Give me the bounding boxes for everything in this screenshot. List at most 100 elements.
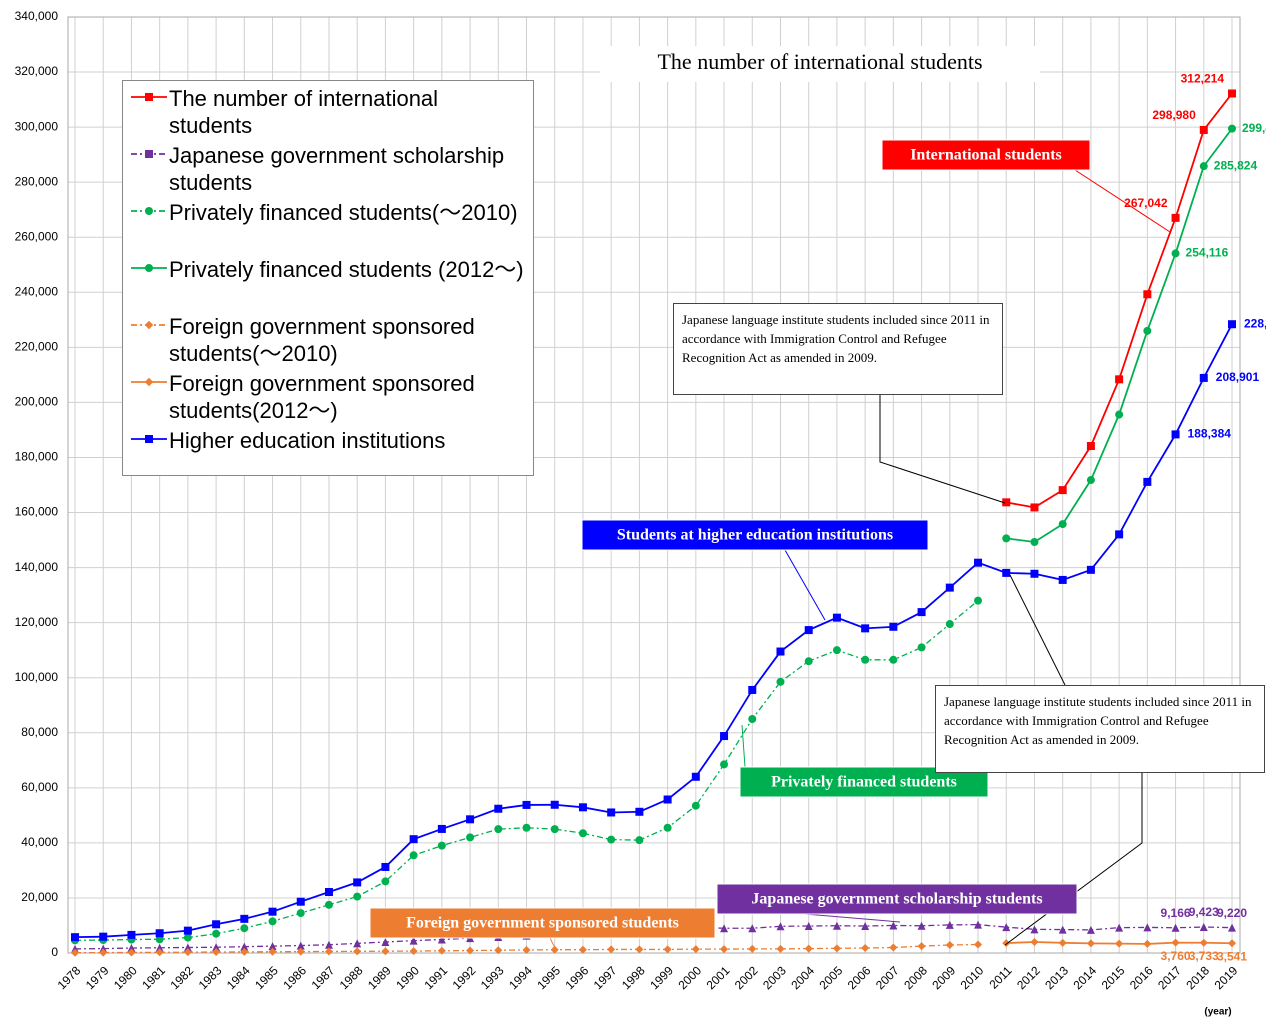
legend-swatch bbox=[131, 150, 167, 158]
x-tick-label: 1984 bbox=[224, 963, 253, 992]
y-tick-label: 240,000 bbox=[15, 284, 59, 298]
y-tick-label: 0 bbox=[51, 945, 58, 959]
legend-marker bbox=[145, 264, 153, 272]
x-tick-label: 1986 bbox=[280, 963, 309, 992]
marker bbox=[804, 657, 813, 666]
x-tick-label: 2011 bbox=[986, 963, 1014, 991]
legend-swatch bbox=[131, 93, 167, 101]
y-tick-label: 260,000 bbox=[15, 229, 59, 243]
x-tick-label: 2013 bbox=[1042, 963, 1071, 992]
marker bbox=[212, 929, 221, 938]
marker bbox=[832, 646, 841, 655]
marker bbox=[240, 914, 249, 923]
marker bbox=[437, 946, 446, 955]
x-tick-label: 1999 bbox=[647, 963, 676, 992]
legend-label: The number of international students bbox=[169, 86, 439, 138]
legend-item: Japanese government scholarship students bbox=[129, 142, 527, 199]
leader-line bbox=[1004, 773, 1143, 946]
marker bbox=[1199, 923, 1208, 932]
marker bbox=[381, 862, 390, 871]
marker bbox=[945, 583, 954, 592]
marker bbox=[1228, 939, 1236, 948]
marker bbox=[212, 920, 221, 929]
value-label: 285,824 bbox=[1214, 158, 1258, 172]
marker bbox=[437, 824, 446, 833]
marker bbox=[183, 943, 192, 952]
value-label: 3,733 bbox=[1189, 949, 1219, 963]
legend-marker bbox=[145, 150, 153, 158]
marker bbox=[663, 945, 672, 954]
marker bbox=[974, 558, 983, 567]
y-tick-label: 280,000 bbox=[15, 174, 59, 188]
value-label: 188,384 bbox=[1188, 427, 1232, 441]
marker bbox=[1030, 503, 1039, 512]
marker bbox=[578, 829, 587, 838]
marker bbox=[1058, 486, 1067, 495]
y-tick-label: 40,000 bbox=[21, 835, 58, 849]
note-text: Japanese language institute students inc… bbox=[935, 685, 1265, 773]
marker bbox=[917, 608, 926, 617]
y-tick-label: 180,000 bbox=[15, 450, 59, 464]
marker bbox=[917, 643, 926, 652]
marker bbox=[1171, 938, 1180, 947]
leader-line bbox=[804, 913, 901, 923]
annotation-box bbox=[581, 519, 929, 551]
value-label: 3,760 bbox=[1161, 949, 1191, 963]
marker bbox=[607, 945, 616, 954]
marker bbox=[466, 833, 475, 842]
marker bbox=[1002, 923, 1011, 932]
marker bbox=[466, 946, 475, 955]
marker bbox=[127, 948, 136, 957]
marker bbox=[353, 947, 362, 956]
legend-marker bbox=[144, 377, 154, 387]
y-tick-label: 120,000 bbox=[15, 615, 59, 629]
annotation-box bbox=[369, 907, 716, 939]
x-tick-label: 1989 bbox=[365, 963, 394, 992]
y-tick-label: 220,000 bbox=[15, 340, 59, 354]
marker bbox=[353, 939, 362, 948]
legend-item: Foreign government sponsored students(20… bbox=[129, 370, 527, 427]
legend-item: Privately financed students(～2010) bbox=[129, 199, 527, 256]
marker bbox=[974, 596, 983, 605]
marker bbox=[437, 935, 446, 944]
marker bbox=[1086, 925, 1095, 934]
legend-marker bbox=[145, 207, 153, 215]
x-tick-label: 1985 bbox=[252, 963, 281, 992]
value-label: 298,980 bbox=[1152, 108, 1196, 122]
x-tick-label: 1990 bbox=[393, 963, 422, 992]
marker bbox=[381, 937, 390, 946]
marker bbox=[324, 940, 333, 949]
marker bbox=[155, 943, 164, 952]
legend-swatch bbox=[131, 435, 167, 443]
marker bbox=[212, 943, 221, 952]
marker bbox=[1171, 430, 1180, 439]
marker bbox=[71, 933, 79, 942]
value-label: 254,116 bbox=[1186, 246, 1229, 260]
marker bbox=[861, 944, 870, 953]
marker bbox=[1058, 925, 1067, 934]
x-tick-label: 2005 bbox=[817, 963, 846, 992]
x-tick-label: 2003 bbox=[760, 963, 789, 992]
legend: The number of international students Japa… bbox=[122, 80, 534, 476]
note: Japanese language institute students inc… bbox=[935, 685, 1265, 773]
x-tick-label: 1981 bbox=[139, 963, 168, 992]
marker bbox=[409, 851, 418, 860]
legend-label: Privately financed students (2012～) bbox=[169, 257, 524, 282]
marker bbox=[296, 897, 305, 906]
annotation-text: International students bbox=[910, 147, 1062, 164]
value-label: 9,166 bbox=[1161, 906, 1191, 920]
x-tick-label: 2000 bbox=[675, 963, 704, 992]
marker bbox=[1030, 937, 1039, 946]
marker bbox=[522, 945, 531, 954]
marker bbox=[720, 924, 729, 933]
x-tick-label: 2018 bbox=[1183, 963, 1212, 992]
marker bbox=[917, 921, 926, 930]
x-tick-label: 1991 bbox=[421, 963, 450, 992]
leader-line bbox=[1071, 167, 1171, 233]
y-tick-label: 200,000 bbox=[15, 395, 59, 409]
marker bbox=[550, 825, 559, 834]
x-tick-label: 2008 bbox=[901, 963, 930, 992]
value-label: 267,042 bbox=[1124, 196, 1168, 210]
x-tick-label: 2017 bbox=[1155, 963, 1184, 992]
marker bbox=[1115, 923, 1124, 932]
